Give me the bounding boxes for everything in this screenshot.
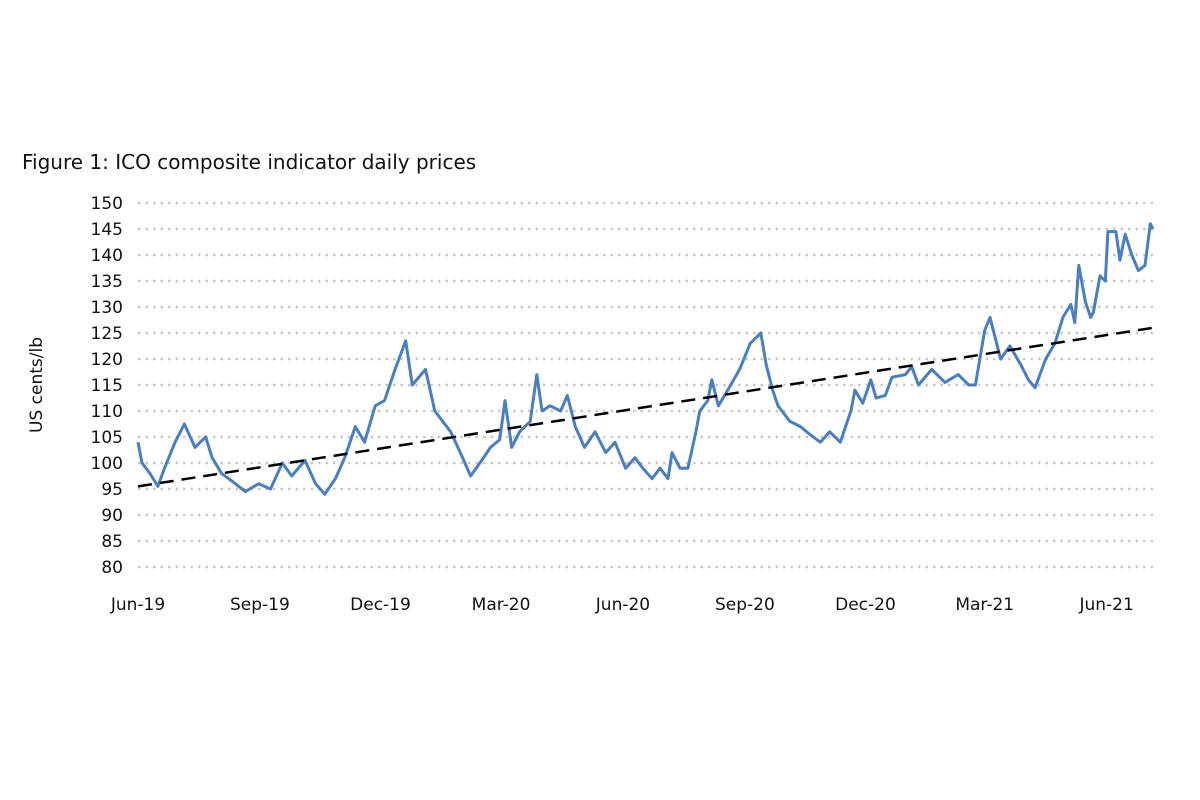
- x-tick-label: Jun-20: [595, 595, 650, 615]
- x-tick-label: Jun-21: [1078, 595, 1133, 615]
- y-tick-label: 145: [91, 220, 123, 240]
- x-tick-label: Dec-19: [350, 595, 411, 615]
- y-tick-label: 140: [91, 246, 123, 266]
- x-tick-label: Mar-20: [472, 595, 531, 615]
- y-tick-label: 135: [91, 272, 123, 292]
- y-tick-labels: 80 85 90 95 100 105 110 115 120 125 130 135 140 145 15…: [91, 194, 123, 578]
- grid: [138, 201, 1153, 569]
- y-tick-label: 130: [91, 298, 123, 318]
- y-tick-label: 90: [101, 506, 123, 526]
- y-tick-label: 105: [91, 428, 123, 448]
- x-tick-labels: Jun-19 Sep-19 Dec-19 Mar-20 Jun-20 Sep-20 Dec-…: [110, 595, 1134, 615]
- y-tick-label: 110: [91, 402, 123, 422]
- y-tick-label: 80: [101, 558, 123, 578]
- price-series-line: [136, 222, 1155, 496]
- x-tick-label: Jun-19: [110, 595, 165, 615]
- y-tick-label: 150: [91, 194, 123, 214]
- series-lines: [136, 222, 1155, 496]
- chart-title: Figure 1: ICO composite indicator daily …: [22, 150, 477, 174]
- x-tick-label: Mar-21: [955, 595, 1014, 615]
- x-tick-label: Sep-19: [230, 595, 290, 615]
- y-tick-label: 100: [91, 454, 123, 474]
- y-tick-label: 120: [91, 350, 123, 370]
- y-tick-label: 125: [91, 324, 123, 344]
- x-tick-label: Dec-20: [835, 595, 896, 615]
- trend-line: [137, 326, 1154, 488]
- x-tick-label: Sep-20: [715, 595, 775, 615]
- y-tick-label: 85: [101, 532, 123, 552]
- y-tick-label: 115: [91, 376, 123, 396]
- y-tick-label: 95: [101, 480, 123, 500]
- y-axis-label: US cents/lb: [27, 337, 47, 433]
